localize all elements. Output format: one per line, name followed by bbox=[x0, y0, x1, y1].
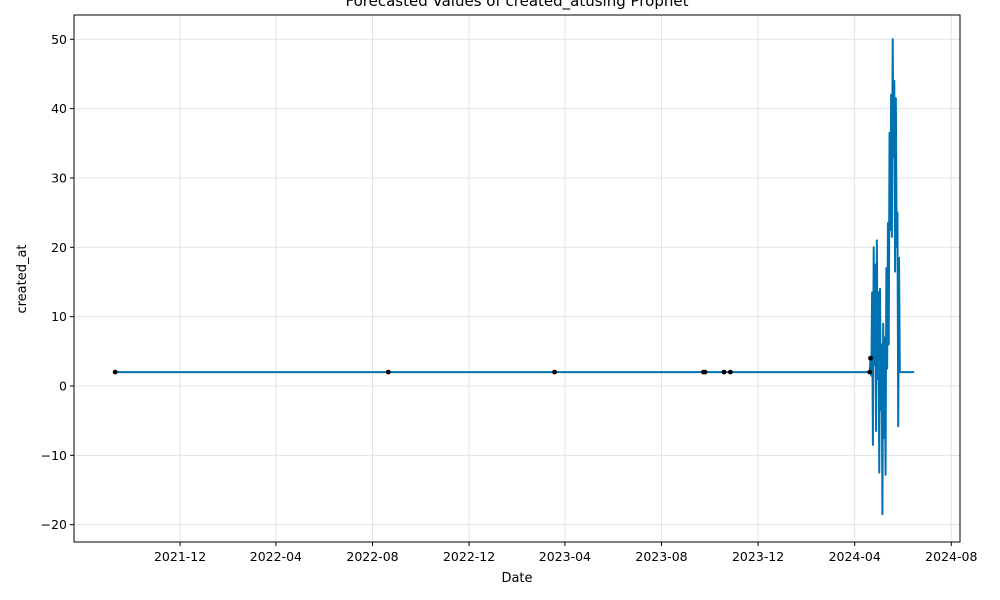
forecast-line bbox=[115, 38, 915, 516]
chart-title: Forecasted Values of created_atusing Pro… bbox=[346, 0, 689, 11]
x-axis-ticks: 2021-12 2022-04 2022-08 2022-12 2023-04 2023-… bbox=[154, 542, 977, 564]
y-tick-label: 50 bbox=[51, 32, 67, 47]
y-tick-label: 0 bbox=[59, 378, 67, 393]
y-tick-label: 20 bbox=[51, 240, 67, 255]
y-tick-label: −20 bbox=[41, 517, 67, 532]
observed-point bbox=[702, 369, 708, 375]
observed-point bbox=[867, 369, 873, 375]
y-axis-ticks: −20 −10 0 10 20 30 40 50 bbox=[41, 32, 74, 532]
y-axis-title: created_at bbox=[15, 244, 30, 313]
observed-point bbox=[721, 369, 727, 375]
observed-point bbox=[552, 369, 558, 375]
x-tick-label: 2022-08 bbox=[346, 549, 398, 564]
y-tick-label: −10 bbox=[41, 448, 67, 463]
x-axis-title: Date bbox=[501, 571, 532, 586]
x-tick-label: 2024-04 bbox=[829, 549, 881, 564]
observed-point bbox=[868, 355, 873, 361]
observed-point bbox=[385, 369, 391, 375]
x-tick-label: 2022-12 bbox=[443, 549, 495, 564]
y-tick-label: 40 bbox=[51, 101, 67, 116]
x-tick-label: 2023-08 bbox=[635, 549, 687, 564]
x-tick-label: 2023-12 bbox=[732, 549, 784, 564]
x-tick-label: 2023-04 bbox=[539, 549, 591, 564]
x-tick-label: 2024-08 bbox=[925, 549, 977, 564]
plot-frame bbox=[73, 14, 961, 543]
observed-point bbox=[112, 369, 118, 375]
y-tick-label: 10 bbox=[51, 309, 67, 324]
x-tick-label: 2021-12 bbox=[154, 549, 206, 564]
x-tick-label: 2022-04 bbox=[250, 549, 302, 564]
grid bbox=[74, 15, 960, 542]
observed-points-layer bbox=[112, 355, 873, 375]
y-tick-label: 30 bbox=[51, 170, 67, 185]
series-layer bbox=[115, 38, 915, 516]
observed-point bbox=[727, 369, 733, 375]
